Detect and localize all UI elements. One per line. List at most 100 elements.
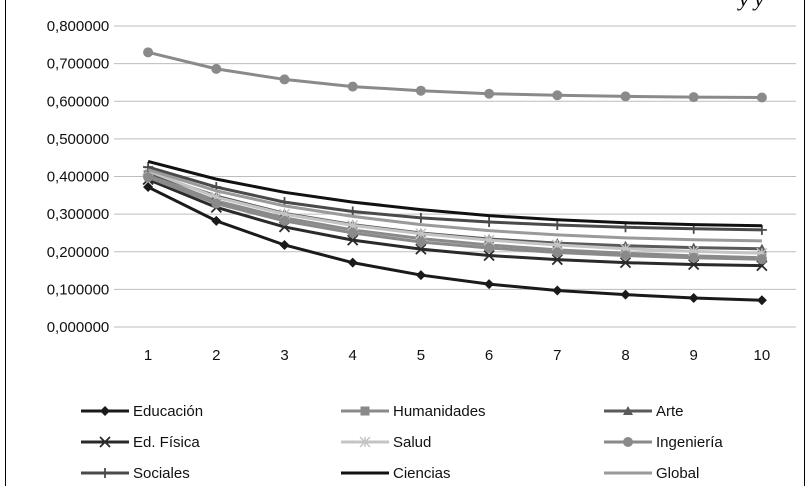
circle-marker (211, 63, 222, 74)
circle-marker (415, 85, 426, 96)
diamond-marker (100, 406, 110, 416)
y-tick-label: 0,600000 (47, 93, 110, 110)
y-tick-label: 0,300000 (47, 206, 110, 223)
x-marker (99, 436, 111, 448)
x-tick-label: 3 (280, 347, 288, 364)
x-tick-label: 6 (485, 347, 493, 364)
legend-item: Global (604, 465, 699, 482)
legend-label: Global (656, 465, 699, 482)
circle-marker (347, 81, 358, 92)
series-group (142, 47, 768, 306)
circle-marker (620, 250, 631, 261)
diamond-marker (211, 215, 222, 226)
y-tick-label: 0,500000 (47, 131, 110, 148)
series-line (147, 159, 762, 228)
series-ciencias (147, 159, 762, 228)
diamond-marker (484, 279, 495, 290)
diamond-marker (688, 293, 699, 304)
plus-marker (347, 206, 358, 217)
chart-frame: y y 0,000000 0,100000 0,200000 0,300000 0,40… (5, 0, 805, 486)
series-line (147, 50, 762, 99)
series-ingeniería (143, 172, 767, 265)
legend-item: Humanidades (341, 403, 486, 420)
legend-label: Ciencias (393, 465, 451, 482)
legend: Educación Humanidades Arte Ed. Física Salud I… (81, 403, 723, 482)
legend-label: Sociales (133, 465, 190, 482)
y-tick-label: 0,700000 (47, 56, 110, 73)
line-chart: 0,000000 0,100000 0,200000 0,300000 0,400000… (47, 18, 796, 482)
circle-marker (756, 92, 767, 103)
top-caption: y y (739, 0, 764, 12)
legend-label: Ed. Física (133, 434, 200, 451)
diamond-marker (552, 285, 563, 296)
circle-marker (143, 47, 154, 58)
circle-marker (143, 172, 154, 183)
series-line (147, 168, 762, 243)
diamond-marker (143, 182, 154, 193)
y-tick-label: 0,000000 (47, 319, 110, 336)
x-marker (415, 243, 427, 255)
circle-marker (415, 236, 426, 247)
y-tick-label: 0,100000 (47, 281, 110, 298)
circle-marker (279, 215, 290, 226)
series-line (147, 175, 762, 261)
diamond-marker (620, 289, 631, 300)
legend-item: Ciencias (341, 465, 451, 482)
square-marker (360, 406, 370, 416)
series-line (147, 173, 762, 260)
circle-marker (623, 437, 633, 447)
circle-marker (484, 88, 495, 99)
y-tick-label: 0,400000 (47, 169, 110, 186)
diamond-marker (347, 257, 358, 268)
x-tick-label: 8 (621, 347, 629, 364)
triangle-marker (623, 406, 633, 415)
series-global (147, 168, 762, 243)
diamond-marker (415, 270, 426, 281)
circle-marker (688, 252, 699, 263)
circle-marker (279, 74, 290, 85)
legend-label: Salud (393, 434, 431, 451)
circle-marker (756, 254, 767, 265)
series-line (147, 169, 762, 255)
circle-marker (552, 247, 563, 258)
legend-item: Salud (341, 434, 431, 451)
series-line (147, 165, 762, 232)
x-tick-label: 5 (417, 347, 425, 364)
x-tick-label: 9 (690, 347, 698, 364)
plus-marker (756, 224, 767, 235)
series-sociales (143, 162, 767, 235)
circle-marker (620, 91, 631, 102)
circle-marker (552, 90, 563, 101)
y-tick-labels: 0,000000 0,100000 0,200000 0,300000 0,400000… (47, 18, 110, 336)
series-line (147, 185, 762, 302)
plus-marker (484, 217, 495, 228)
asterisk-marker (359, 436, 371, 448)
legend-label: Educación (133, 403, 203, 420)
legend-item: Ingeniería (604, 434, 723, 451)
plus-marker (100, 468, 110, 478)
legend-item: Ed. Física (81, 434, 200, 451)
x-tick-labels: 1 2 3 4 5 6 7 8 9 10 (144, 347, 770, 364)
legend-item: Sociales (81, 465, 190, 482)
diamond-marker (756, 295, 767, 306)
x-tick-label: 7 (553, 347, 561, 364)
legend-label: Ingeniería (656, 434, 723, 451)
series-educación (143, 182, 767, 306)
x-tick-label: 2 (212, 347, 220, 364)
x-marker (347, 234, 359, 246)
series-line (147, 178, 762, 268)
x-marker (551, 254, 563, 266)
plus-marker (552, 220, 563, 231)
x-tick-label: 1 (144, 347, 152, 364)
y-tick-label: 0,200000 (47, 244, 110, 261)
legend-label: Humanidades (393, 403, 486, 420)
series-unlabeled (143, 47, 767, 103)
legend-label: Arte (656, 403, 684, 420)
circle-marker (347, 227, 358, 238)
x-marker (483, 249, 495, 262)
legend-item: Educación (81, 403, 203, 420)
x-tick-label: 4 (349, 347, 357, 364)
legend-item: Arte (604, 403, 684, 420)
plus-marker (415, 212, 426, 223)
x-marker (619, 257, 632, 269)
